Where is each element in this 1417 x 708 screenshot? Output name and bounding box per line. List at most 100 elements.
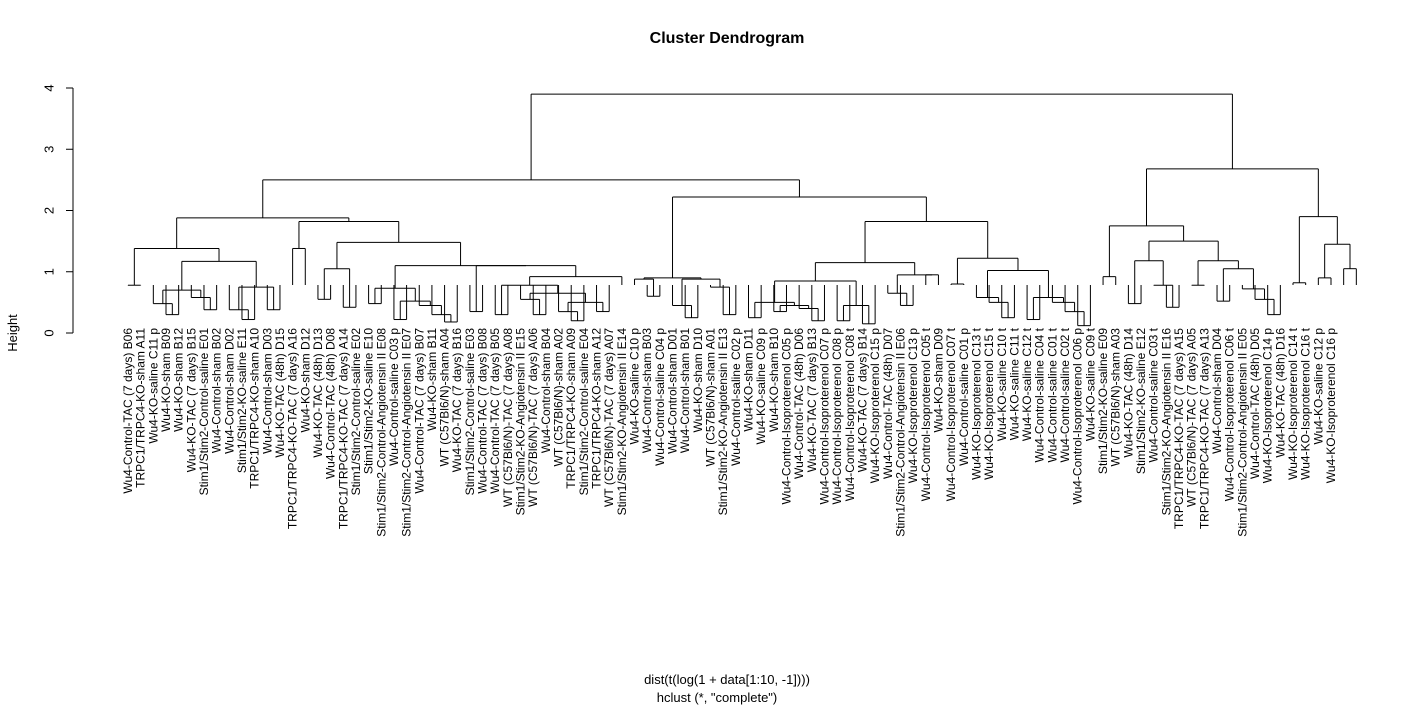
leaf-label: Wu4-Control-TAC (7 days) B07 xyxy=(412,328,426,494)
leaf-label: TRPC1/TRPC4-KO-TAC (7 days) A13 xyxy=(1197,328,1211,529)
leaf-label: Stim1/Stim2-KO-saline E09 xyxy=(1096,328,1110,474)
leaf-label: Wu4-Control-sham B04 xyxy=(539,328,553,453)
leaf-label: Wu4-Control-saline C01 t xyxy=(1045,327,1059,462)
leaf-label: Wu4-Control-Isoproterenol C07 p xyxy=(817,328,831,505)
leaf-label: Stim1/Stim2-KO-saline E12 xyxy=(1134,328,1148,474)
leaf-label: Wu4-Control-TAC (7 days) B05 xyxy=(488,328,502,494)
y-tick-label: 2 xyxy=(42,207,57,214)
leaf-label: Stim1/Stim2-Control-Angiotensin II E08 xyxy=(374,328,388,537)
leaf-label: Wu4-Control-sham D02 xyxy=(222,328,236,454)
y-tick-label: 0 xyxy=(42,329,57,336)
leaf-label: Wu4-Control-TAC (7 days) B06 xyxy=(121,328,135,494)
leaf-label: Wu4-Control-Isoproterenol C05 p xyxy=(779,328,793,505)
leaf-label: Wu4-KO-Isoproterenol C15 t xyxy=(982,327,996,480)
leaf-label: Wu4-KO-Isoproterenol C15 p xyxy=(868,328,882,484)
leaf-label: Wu4-Control-Isoproterenol C06 p xyxy=(1071,328,1085,505)
y-tick-label: 1 xyxy=(42,268,57,275)
leaf-label: WT (C57Bl6/N)-TAC (7 days) A05 xyxy=(1185,328,1199,507)
leaf-label: TRPC1/TRPC4-KO-sham A09 xyxy=(564,328,578,489)
leaf-label: Wu4-KO-sham B10 xyxy=(767,328,781,432)
leaf-label: Wu4-Control-TAC (48h) D06 xyxy=(792,328,806,479)
leaf-label: Wu4-KO-Isoproterenol C14 p xyxy=(1261,328,1275,484)
leaf-label: Wu4-Control-saline C01 p xyxy=(957,328,971,466)
leaf-label: WT (C57Bl6/N)-sham A04 xyxy=(438,328,452,467)
leaf-label: WT (C57Bl6/N)-sham A03 xyxy=(1109,328,1123,467)
leaf-label: TRPC1/TRPC4-KO-TAC (7 days) A14 xyxy=(336,328,350,529)
leaf-label: Wu4-Control-saline C04 t xyxy=(1033,327,1047,462)
leaf-label: Stim1/Stim2-KO-Angiotensin II E14 xyxy=(615,328,629,516)
leaf-label: Wu4-Control-Isoproterenol C08 t xyxy=(843,327,857,501)
leaf-label: Stim1/Stim2-Control-Angiotensin II E05 xyxy=(1235,328,1249,537)
leaf-label: Wu4-KO-saline C12 p xyxy=(1311,328,1325,445)
leaf-label: TRPC1/TRPC4-KO-sham A10 xyxy=(248,328,262,489)
y-axis-label: Height xyxy=(5,314,20,352)
leaf-label: Wu4-Control-saline C02 p xyxy=(729,328,743,466)
leaf-label: TRPC1/TRPC4-KO-TAC (7 days) A16 xyxy=(286,328,300,529)
leaf-label: Wu4-KO-Isoproterenol C16 p xyxy=(1324,328,1338,484)
leaf-label: Wu4-Control-saline C03 p xyxy=(387,328,401,466)
leaf-label: Stim1/Stim2-Control-saline E01 xyxy=(197,328,211,496)
leaf-label: Stim1/Stim2-Control-Angiotensin II E07 xyxy=(400,328,414,537)
leaf-label: Wu4-Control-sham B01 xyxy=(678,328,692,453)
leaf-label: Wu4-Control-Isoproterenol C07 t xyxy=(944,327,958,501)
leaf-label: Wu4-Control-Isoproterenol C08 p xyxy=(830,328,844,505)
leaf-label: Wu4-Control-Isoproterenol C05 t xyxy=(919,327,933,501)
leaf-label: Wu4-KO-TAC (7 days) B14 xyxy=(855,328,869,473)
leaf-label: Stim1/Stim2-KO-Angiotensin II E15 xyxy=(514,328,528,516)
leaf-label: Wu4-Control-sham B03 xyxy=(640,328,654,453)
leaf-label: WT (C57Bl6/N)-TAC (7 days) A08 xyxy=(501,328,515,507)
leaf-label: Wu4-Control-saline C03 t xyxy=(1147,327,1161,462)
leaf-label: Wu4-Control-sham D01 xyxy=(666,328,680,454)
leaf-label: TRPC1/TRPC4-KO-sham A11 xyxy=(134,328,148,488)
leaf-label: Wu4-KO-saline C10 t xyxy=(995,327,1009,441)
leaf-label: Wu4-KO-Isoproterenol C16 t xyxy=(1299,327,1313,480)
leaf-label: WT (C57Bl6/N)-TAC (7 days) A06 xyxy=(526,328,540,507)
leaf-label: Wu4-Control-sham D03 xyxy=(260,328,274,454)
leaf-label: Stim1/Stim2-Control-saline E02 xyxy=(349,328,363,496)
leaf-label: Wu4-Control-TAC (48h) D07 xyxy=(881,328,895,479)
leaf-label: TRPC1/TRPC4-KO-sham A12 xyxy=(590,328,604,489)
leaf-label: Wu4-KO-TAC (48h) D14 xyxy=(1121,328,1135,458)
leaf-label: WT (C57Bl6/N)-TAC (7 days) A07 xyxy=(602,328,616,507)
x-axis-sublabel: hclust (*, "complete") xyxy=(657,690,778,705)
leaf-label: Wu4-Control-TAC (48h) D08 xyxy=(324,328,338,479)
leaf-label: Stim1/Stim2-Control-saline E04 xyxy=(577,328,591,496)
leaf-label: Wu4-KO-TAC (48h) D16 xyxy=(1273,328,1287,458)
leaf-label: Wu4-KO-sham B11 xyxy=(425,328,439,431)
leaf-label: Wu4-Control-saline C04 p xyxy=(653,328,667,466)
leaf-label: WT (C57Bl6/N)-sham A01 xyxy=(704,328,718,467)
leaf-label: Stim1/Stim2-KO-Angiotensin II E13 xyxy=(716,328,730,516)
x-axis-label: dist(t(log(1 + data[1:10, -1]))) xyxy=(644,672,810,687)
leaf-label: Wu4-Control-saline C02 t xyxy=(1058,327,1072,462)
dendrogram-tree xyxy=(127,93,1357,327)
leaf-label: Wu4-KO-Isoproterenol C13 t xyxy=(969,327,983,480)
leaf-label: Wu4-KO-sham D11 xyxy=(741,328,755,432)
leaf-label: Wu4-Control-Isoproterenol C06 t xyxy=(1223,327,1237,501)
leaf-label: Stim1/Stim2-KO-saline E10 xyxy=(362,328,376,474)
leaf-label: Wu4-Control-sham D04 xyxy=(1210,328,1224,454)
leaf-label: Wu4-KO-saline C11 p xyxy=(146,328,160,444)
leaf-label: Wu4-KO-TAC (7 days) B13 xyxy=(805,328,819,473)
leaf-label: TRPC1/TRPC4-KO-TAC (7 days) A15 xyxy=(1172,328,1186,529)
leaf-label: Wu4-Control-TAC (7 days) B08 xyxy=(476,328,490,494)
leaf-label: Wu4-KO-Isoproterenol C13 p xyxy=(906,328,920,484)
leaf-label: Wu4-KO-TAC (7 days) B15 xyxy=(184,328,198,473)
leaf-label: Wu4-KO-TAC (48h) D13 xyxy=(311,328,325,458)
leaf-label: WT (C57Bl6/N)-sham A02 xyxy=(552,328,566,467)
leaf-label: Stim1/Stim2-Control-Angiotensin II E06 xyxy=(893,328,907,537)
chart-title: Cluster Dendrogram xyxy=(650,30,805,47)
leaf-label: Wu4-KO-saline C09 t xyxy=(1083,327,1097,441)
leaf-label: Stim1/Stim2-KO-saline E11 xyxy=(235,328,249,473)
leaf-label: Wu4-Control-sham B02 xyxy=(210,328,224,453)
leaf-label: Wu4-KO-Isoproterenol C14 t xyxy=(1286,327,1300,480)
leaf-label: Wu4-KO-saline C12 t xyxy=(1020,327,1034,441)
leaf-labels: Wu4-Control-TAC (7 days) B06TRPC1/TRPC4-… xyxy=(121,327,1338,536)
y-tick-label: 3 xyxy=(42,146,57,153)
leaf-label: Wu4-KO-saline C10 p xyxy=(628,328,642,445)
leaf-label: Wu4-KO-sham B09 xyxy=(159,328,173,432)
leaf-label: Wu4-KO-sham D09 xyxy=(931,328,945,433)
leaf-label: Wu4-KO-saline C11 t xyxy=(1007,327,1021,440)
leaf-label: Wu4-KO-saline C09 p xyxy=(754,328,768,445)
y-tick-label: 4 xyxy=(42,84,57,91)
